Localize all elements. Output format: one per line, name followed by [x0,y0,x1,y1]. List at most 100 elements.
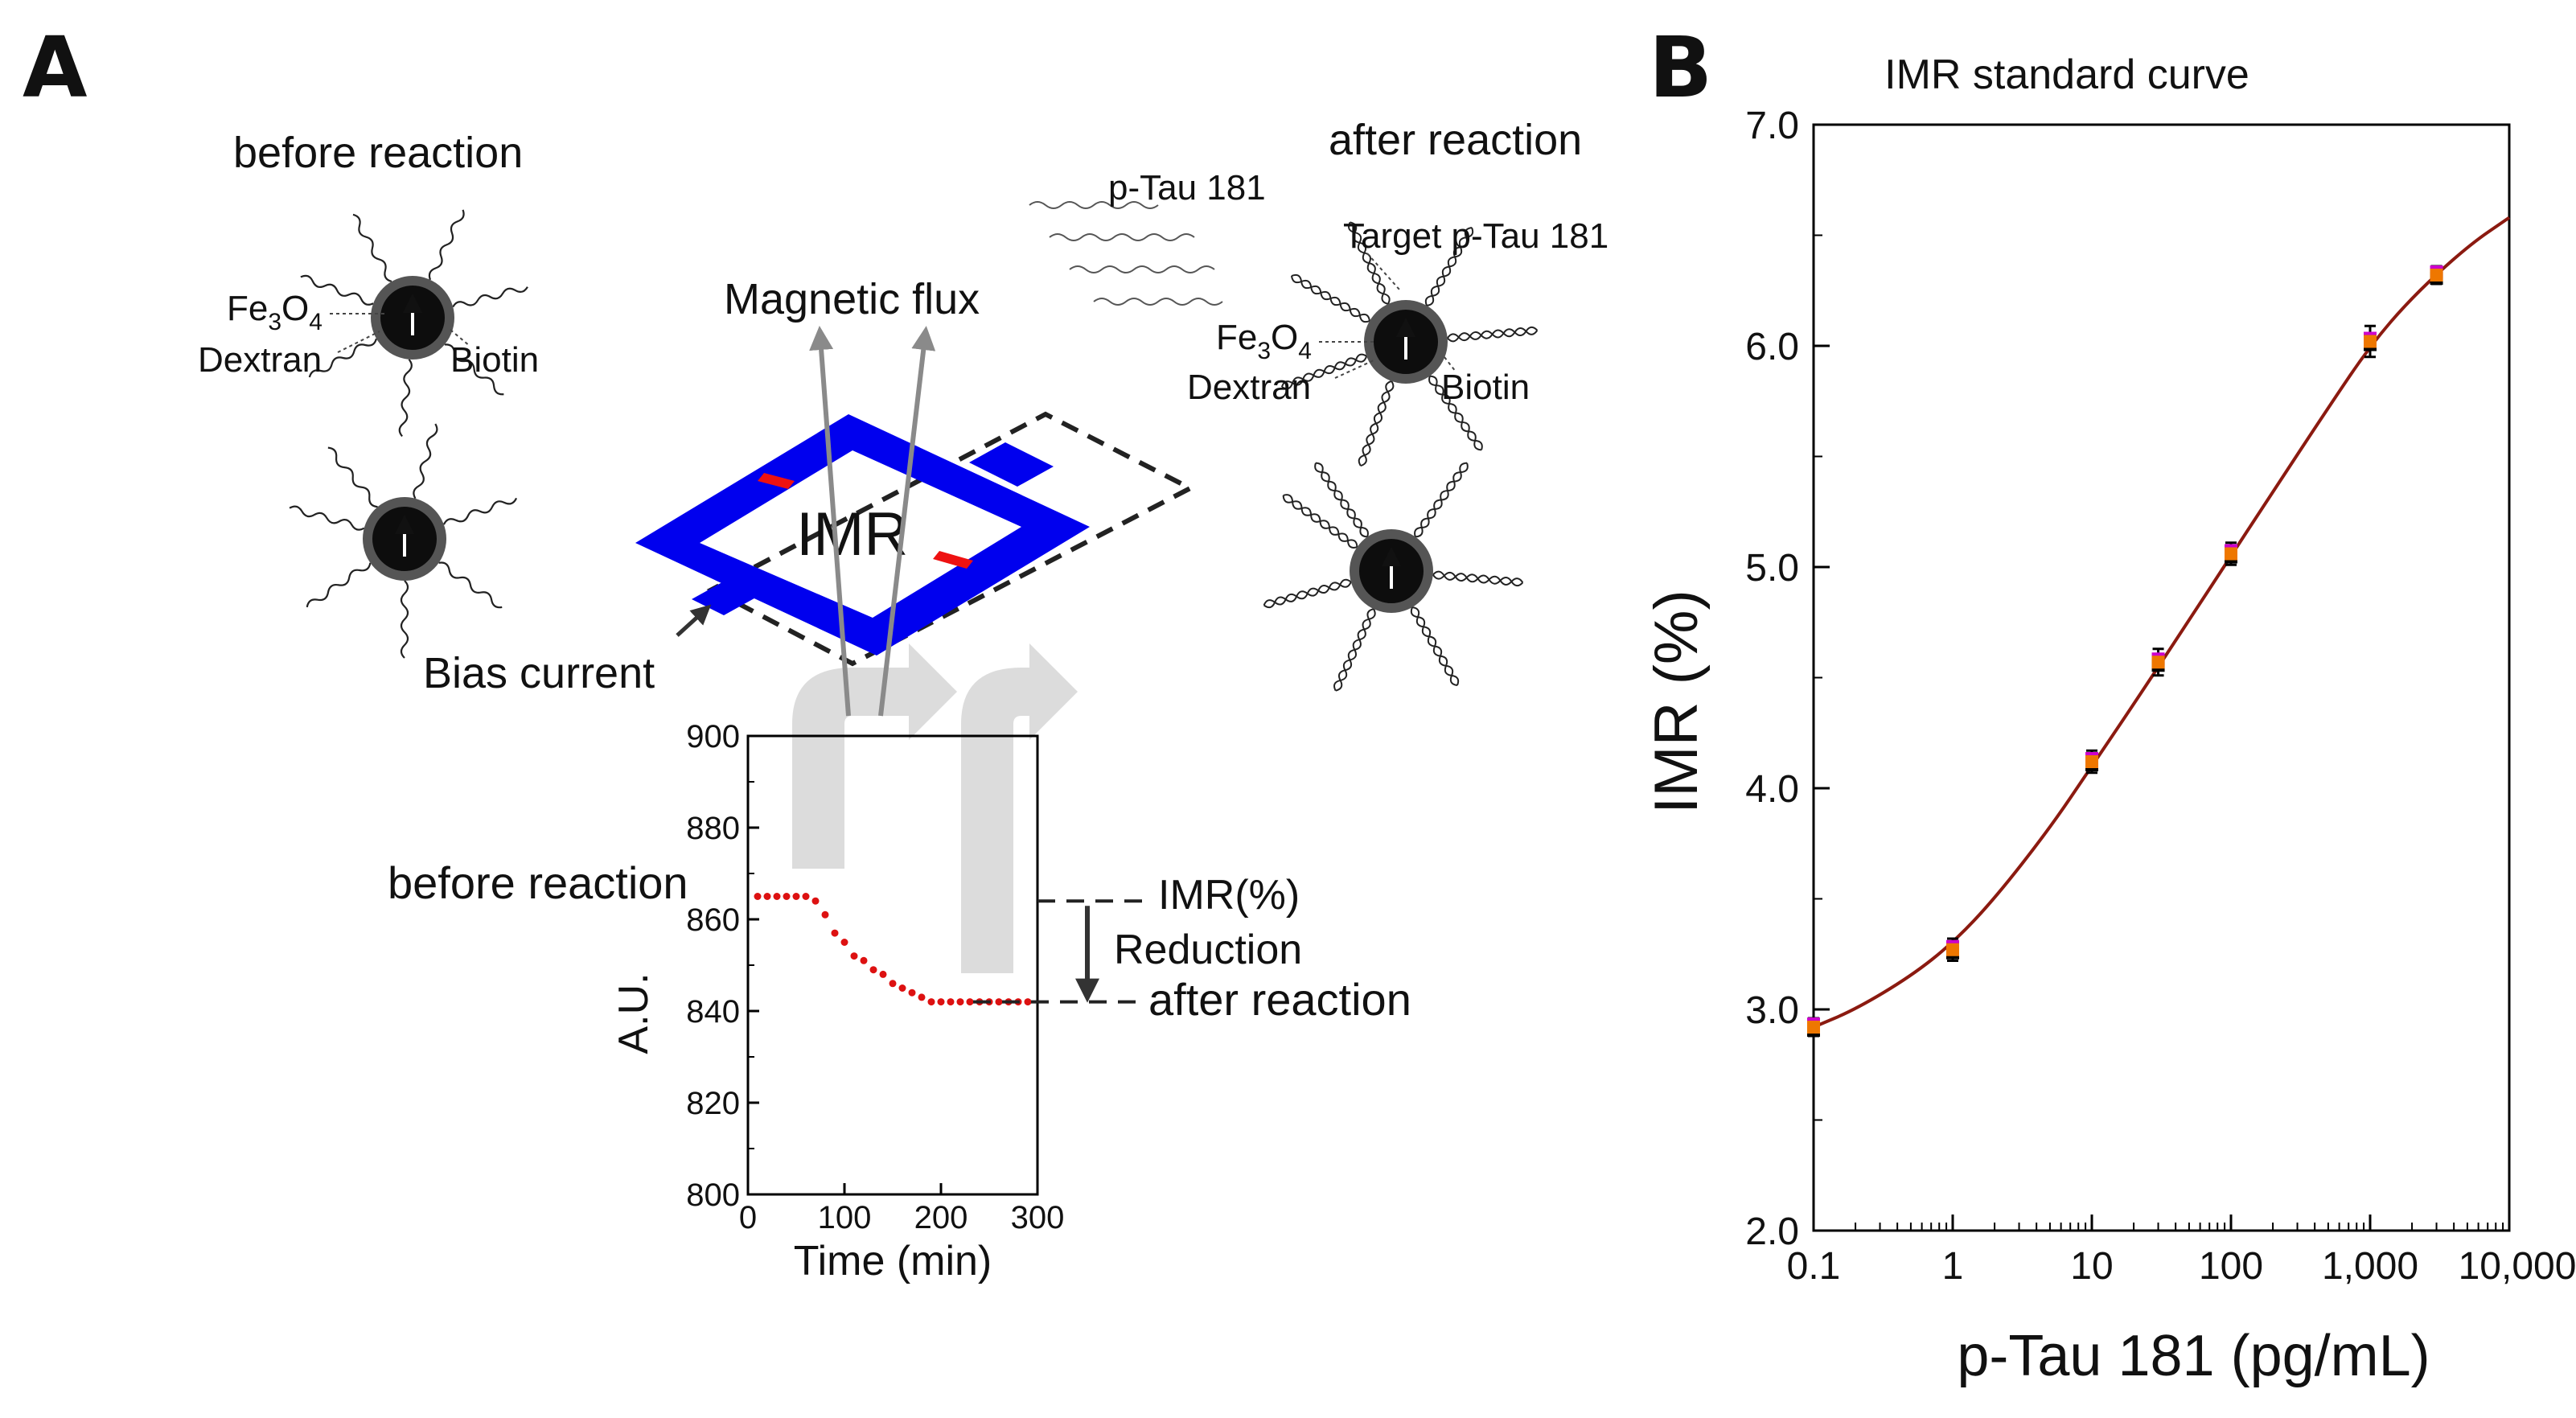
inset-x-tick-label: 200 [914,1200,968,1235]
flow-arrow-left-icon [792,643,957,869]
panel-b: B IMR standard curve 2.0 3.0 4.0 5.0 6.0 7.0 0… [1642,18,2576,1388]
y-tick-label: 5.0 [1745,547,1799,590]
y-tick-label: 3.0 [1745,989,1799,1032]
y-axis-label: IMR (%) [1642,590,1711,814]
inset-data-point [995,998,1003,1006]
x-tick-label: 1,000 [2322,1245,2418,1288]
magnetic-flux-arrows [809,326,936,717]
imr-chip: IMR [635,411,1196,667]
inset-data-point [850,952,858,960]
before-reaction-title: before reaction [233,129,523,177]
x-tick-label: 1 [1942,1245,1964,1288]
data-point-replicate-3 [2085,755,2098,768]
inset-data-point [1024,998,1032,1006]
inset-y-tick-label: 800 [686,1178,740,1213]
inset-y-axis-label: A.U. [610,972,657,1054]
y-tick-label: 7.0 [1745,105,1799,147]
inset-y-tick-label: 860 [686,902,740,938]
inset-data-point [840,939,848,946]
data-point-replicate-3 [2364,335,2377,348]
axis-ticks: 2.0 3.0 4.0 5.0 6.0 7.0 0.1 1 10 100 1,000 10,000 [1745,105,2576,1288]
data-point-replicate-3 [1807,1021,1820,1034]
flux-arrow-right-icon [878,326,936,717]
biotin-leader-line [450,329,470,347]
bias-current-arrow-icon [676,604,712,637]
inset-y-tick-label: 820 [686,1086,740,1121]
inset-x-tick-label: 100 [818,1200,872,1235]
inset-data-point [889,980,897,988]
fe3o4-label-after: Fe3O4 [1216,318,1312,364]
flux-arrow-left-icon [809,326,851,717]
inset-ticks: 800 820 840 860 880 900 0 100 200 300 [686,719,1064,1235]
x-tick-label: 100 [2199,1245,2263,1288]
x-axis-label: p-Tau 181 (pg/mL) [1957,1324,2430,1388]
inset-data-point [773,893,781,900]
panel-b-letter: B [1649,18,1712,117]
dextran-label-after: Dextran [1187,368,1311,407]
y-tick-label: 4.0 [1745,768,1799,811]
data-point-replicate-3 [2430,269,2443,282]
fit-curve-line [1813,216,2511,1029]
inset-data-point [811,897,820,905]
inset-data-points [754,893,1032,1006]
inset-data-point [947,998,955,1006]
inset-data-point [783,893,791,900]
biotin-label-before: Biotin [450,340,539,380]
flow-arrows [792,643,1078,973]
data-point-replicate-3 [2225,547,2237,561]
reduction-label: Reduction [1114,927,1302,973]
inset-x-tick-label: 300 [1011,1200,1065,1235]
ptau-label: p-Tau 181 [1108,168,1266,208]
inset-data-point [966,998,974,1006]
inset-after-reaction-label: after reaction [1148,974,1411,1025]
inset-data-point [937,998,945,1006]
data-point-replicate-3 [2151,656,2165,669]
chip-dashed-outline [706,411,1196,667]
dextran-leader-line [337,331,380,353]
target-ptau-label: Target p-Tau 181 [1343,216,1608,256]
after-reaction-title: after reaction [1329,116,1582,164]
biotin-label-after: Biotin [1441,368,1530,407]
inset-data-point [918,993,926,1001]
inset-x-tick-label: 0 [739,1200,757,1235]
inset-data-point [754,893,762,900]
x-tick-label: 10,000 [2459,1245,2576,1288]
imr-chip-label: IMR [796,500,908,569]
panel-a-letter: A [23,18,88,117]
data-point-replicate-3 [1946,943,1959,956]
y-tick-label: 2.0 [1745,1210,1799,1253]
imr-percent-label: IMR(%) [1158,872,1300,919]
inset-data-point [898,984,906,992]
inset-x-axis-label: Time (min) [794,1238,992,1284]
inset-data-point [879,970,887,978]
nanoparticle-unbound-2 [287,421,519,660]
inset-before-reaction-label: before reaction [388,857,688,908]
y-tick-label: 6.0 [1745,326,1799,368]
flow-arrow-right-icon [961,643,1078,973]
inset-data-point [956,998,964,1006]
junction-bottom [933,551,973,569]
inset-data-point [763,893,771,900]
inset-y-tick-label: 880 [686,811,740,846]
junction-top [758,473,795,489]
x-tick-label: 10 [2070,1245,2113,1288]
imr-standard-curve-chart: IMR standard curve 2.0 3.0 4.0 5.0 6.0 7.0 0.1… [1642,51,2576,1388]
fe3o4-label-before: Fe3O4 [227,289,323,335]
panel-a: A before reaction after reaction Fe3O4 D… [23,18,1608,1284]
inset-data-point [831,929,839,937]
inset-data-point [908,988,916,997]
inset-data-point [802,893,810,900]
inset-data-point [927,998,935,1006]
inset-y-tick-label: 900 [686,719,740,754]
target-leader-line [1366,253,1400,290]
inset-data-point [821,910,829,919]
inset-data-point [792,893,800,900]
x-tick-label: 0.1 [1787,1245,1841,1288]
dextran-label-before: Dextran [198,340,322,380]
data-points [1807,265,2443,1038]
bias-current-label: Bias current [423,649,655,697]
chart-title: IMR standard curve [1884,51,2249,98]
inset-data-point [860,956,868,964]
